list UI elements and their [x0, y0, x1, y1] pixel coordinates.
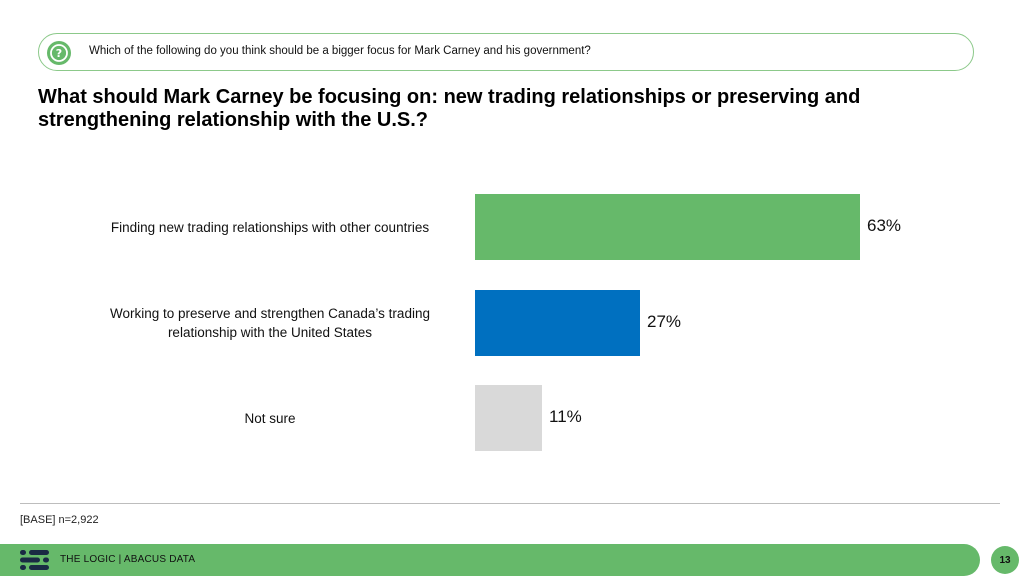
bar-label: Not sure: [244, 410, 296, 426]
bar-value-label: 63%: [867, 216, 902, 235]
bar: [475, 290, 640, 356]
question-text: Which of the following do you think shou…: [89, 45, 591, 57]
bar-value-label: 11%: [549, 407, 582, 426]
svg-text:?: ?: [56, 47, 62, 60]
bar: [475, 194, 860, 260]
question-icon: ?: [47, 41, 71, 65]
bar-value-label: 27%: [647, 312, 682, 331]
chart-headline: What should Mark Carney be focusing on: …: [38, 86, 861, 131]
footer-brand: THE LOGIC | ABACUS DATA: [60, 554, 196, 565]
question-box: ? Which of the following do you think sh…: [38, 33, 974, 71]
page-number: 13: [991, 546, 1019, 574]
bar: [475, 385, 542, 451]
divider-line: [20, 503, 1000, 504]
bar-label: Working to preserve and strengthen Canad…: [110, 306, 430, 340]
footer-bar: THE LOGIC | ABACUS DATA: [0, 544, 980, 576]
base-note: [BASE] n=2,922: [20, 514, 99, 526]
logic-logo-icon: [20, 550, 50, 575]
bar-label: Finding new trading relationships with o…: [110, 219, 430, 235]
